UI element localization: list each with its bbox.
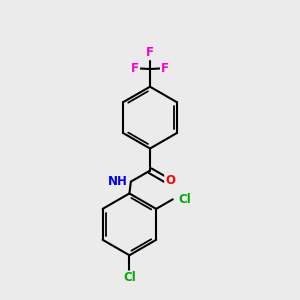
Text: F: F xyxy=(131,62,139,75)
Text: Cl: Cl xyxy=(123,272,136,284)
Text: O: O xyxy=(165,174,175,187)
Text: NH: NH xyxy=(107,175,127,188)
Text: F: F xyxy=(161,62,169,75)
Text: F: F xyxy=(146,46,154,59)
Text: Cl: Cl xyxy=(178,193,191,206)
